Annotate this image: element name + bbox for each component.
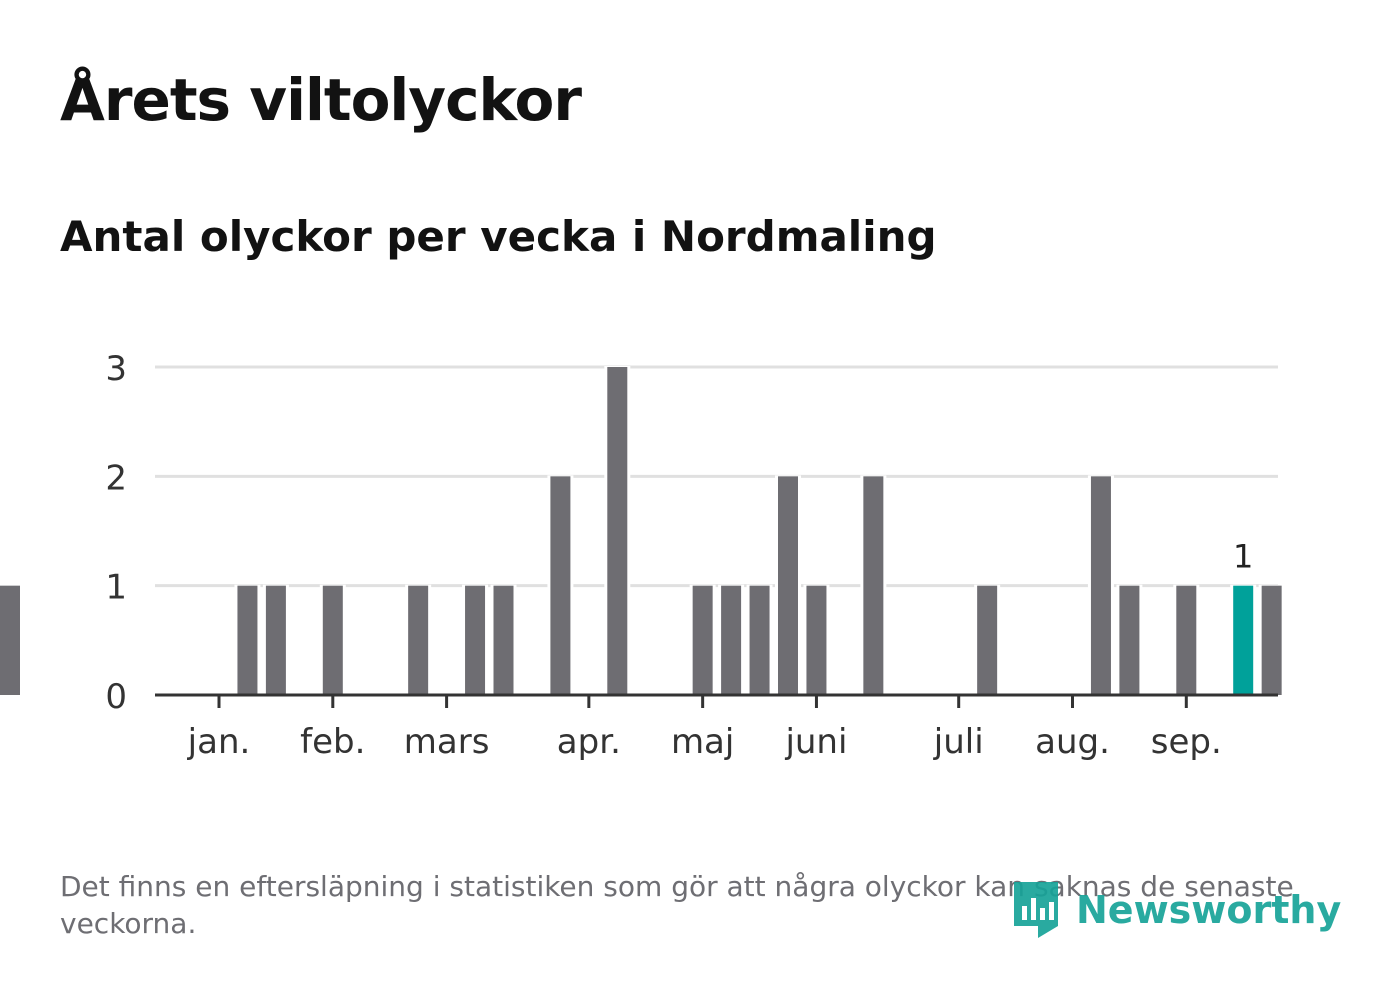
x-tick-label: juli [933, 722, 984, 762]
bar [1261, 585, 1282, 695]
x-tick-label: aug. [1035, 722, 1110, 762]
x-tick-label: mars [404, 722, 490, 762]
x-tick-label: maj [671, 722, 734, 762]
newsworthy-logo-icon [1014, 882, 1058, 938]
y-tick-label: 0 [105, 677, 127, 717]
x-tick-label: juni [784, 722, 847, 762]
x-tick-label: apr. [557, 722, 621, 762]
bar [692, 585, 713, 695]
bar [1176, 585, 1197, 695]
newsworthy-logo: Newsworthy [1010, 878, 1341, 942]
x-axis [155, 693, 1278, 708]
bar [721, 585, 742, 695]
bar [863, 476, 884, 695]
bar [550, 476, 571, 695]
bar-highlight [1233, 585, 1254, 695]
bar [607, 367, 628, 695]
bar [265, 585, 286, 695]
chart-subtitle: Antal olyckor per vecka i Nordmaling [60, 212, 937, 261]
bar-chart: 0 1 2 3 jan. feb. mars apr. maj juni juli aug. sep. 1 [0, 349, 1285, 762]
highlight-value-label: 1 [1233, 538, 1253, 576]
footnote: Det finns en eftersläpning i statistiken… [60, 870, 1294, 940]
y-tick-label: 1 [105, 568, 127, 608]
bar [1119, 585, 1140, 695]
y-tick-label: 2 [105, 458, 127, 498]
x-tick-label: jan. [187, 722, 251, 762]
bar [806, 585, 827, 695]
bars [0, 366, 1285, 695]
bar [1090, 476, 1111, 695]
x-tick-label: sep. [1151, 722, 1222, 762]
newsworthy-logo-text: Newsworthy [1076, 888, 1342, 932]
bar [749, 585, 770, 695]
bar [322, 585, 343, 695]
labels: 0 1 2 3 jan. feb. mars apr. maj juni juli aug. sep. 1 [105, 349, 1253, 762]
bar [0, 585, 20, 695]
bar [465, 585, 486, 695]
bar [237, 585, 258, 695]
bar [977, 585, 998, 695]
y-tick-label: 3 [105, 349, 127, 389]
x-tick-label: feb. [300, 722, 365, 762]
bar [408, 585, 429, 695]
bar [778, 476, 798, 695]
bar [493, 585, 514, 695]
chart-title: Årets viltolyckor [60, 66, 582, 134]
